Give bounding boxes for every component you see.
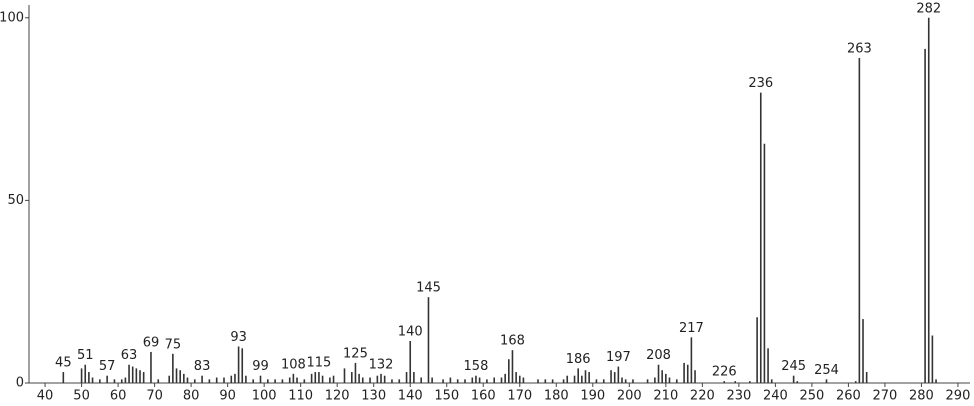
- peak-label: 75: [165, 337, 182, 352]
- x-tick-label: 260: [836, 389, 861, 404]
- x-tick-label: 220: [690, 389, 715, 404]
- peak-label: 197: [606, 350, 631, 365]
- peak-label: 51: [77, 348, 94, 363]
- peak-label: 263: [847, 41, 872, 56]
- peak-label: 245: [781, 359, 806, 374]
- x-tick-label: 60: [110, 389, 127, 404]
- peak-label: 236: [748, 76, 773, 91]
- x-tick-label: 110: [288, 389, 313, 404]
- x-tick-label: 40: [37, 389, 54, 404]
- peak-label: 217: [679, 321, 704, 336]
- peak-label: 186: [566, 352, 591, 367]
- peak-label: 125: [343, 346, 368, 361]
- peak-label: 63: [121, 348, 138, 363]
- x-tick-label: 120: [325, 389, 350, 404]
- x-tick-label: 200: [617, 389, 642, 404]
- x-tick-label: 270: [873, 389, 898, 404]
- y-tick-label: 0: [16, 376, 24, 391]
- peak-label: 45: [55, 356, 72, 371]
- peak-label: 226: [712, 365, 737, 380]
- peak-label: 132: [369, 357, 394, 372]
- x-tick-label: 240: [763, 389, 788, 404]
- x-tick-label: 140: [398, 389, 423, 404]
- x-tick-label: 50: [73, 389, 90, 404]
- peak-label: 145: [416, 281, 441, 296]
- peak-label: 69: [143, 335, 160, 350]
- peak-label: 108: [281, 357, 306, 372]
- peak-label: 282: [916, 1, 941, 16]
- peak-label: 93: [230, 330, 247, 345]
- x-tick-label: 170: [507, 389, 532, 404]
- peak-label: 83: [194, 359, 211, 374]
- peak-label: 140: [398, 325, 423, 340]
- peak-label: 57: [99, 359, 116, 374]
- x-tick-label: 250: [799, 389, 824, 404]
- peak-label: 115: [307, 356, 332, 371]
- y-tick-label: 50: [7, 193, 24, 208]
- x-tick-label: 280: [909, 389, 934, 404]
- x-tick-label: 160: [471, 389, 496, 404]
- x-tick-label: 150: [434, 389, 459, 404]
- x-tick-label: 210: [653, 389, 678, 404]
- peak-label: 99: [252, 359, 269, 374]
- peak-label: 254: [814, 363, 839, 378]
- x-tick-label: 180: [544, 389, 569, 404]
- x-tick-label: 130: [361, 389, 386, 404]
- x-tick-label: 290: [946, 389, 971, 404]
- peak-label: 168: [500, 334, 525, 349]
- x-tick-label: 70: [146, 389, 163, 404]
- y-tick-label: 100: [0, 10, 24, 25]
- x-tick-label: 90: [219, 389, 236, 404]
- x-tick-label: 80: [183, 389, 200, 404]
- x-tick-label: 190: [580, 389, 605, 404]
- peak-label: 158: [464, 359, 489, 374]
- x-tick-label: 230: [726, 389, 751, 404]
- x-tick-label: 100: [252, 389, 277, 404]
- peak-label: 208: [646, 348, 671, 363]
